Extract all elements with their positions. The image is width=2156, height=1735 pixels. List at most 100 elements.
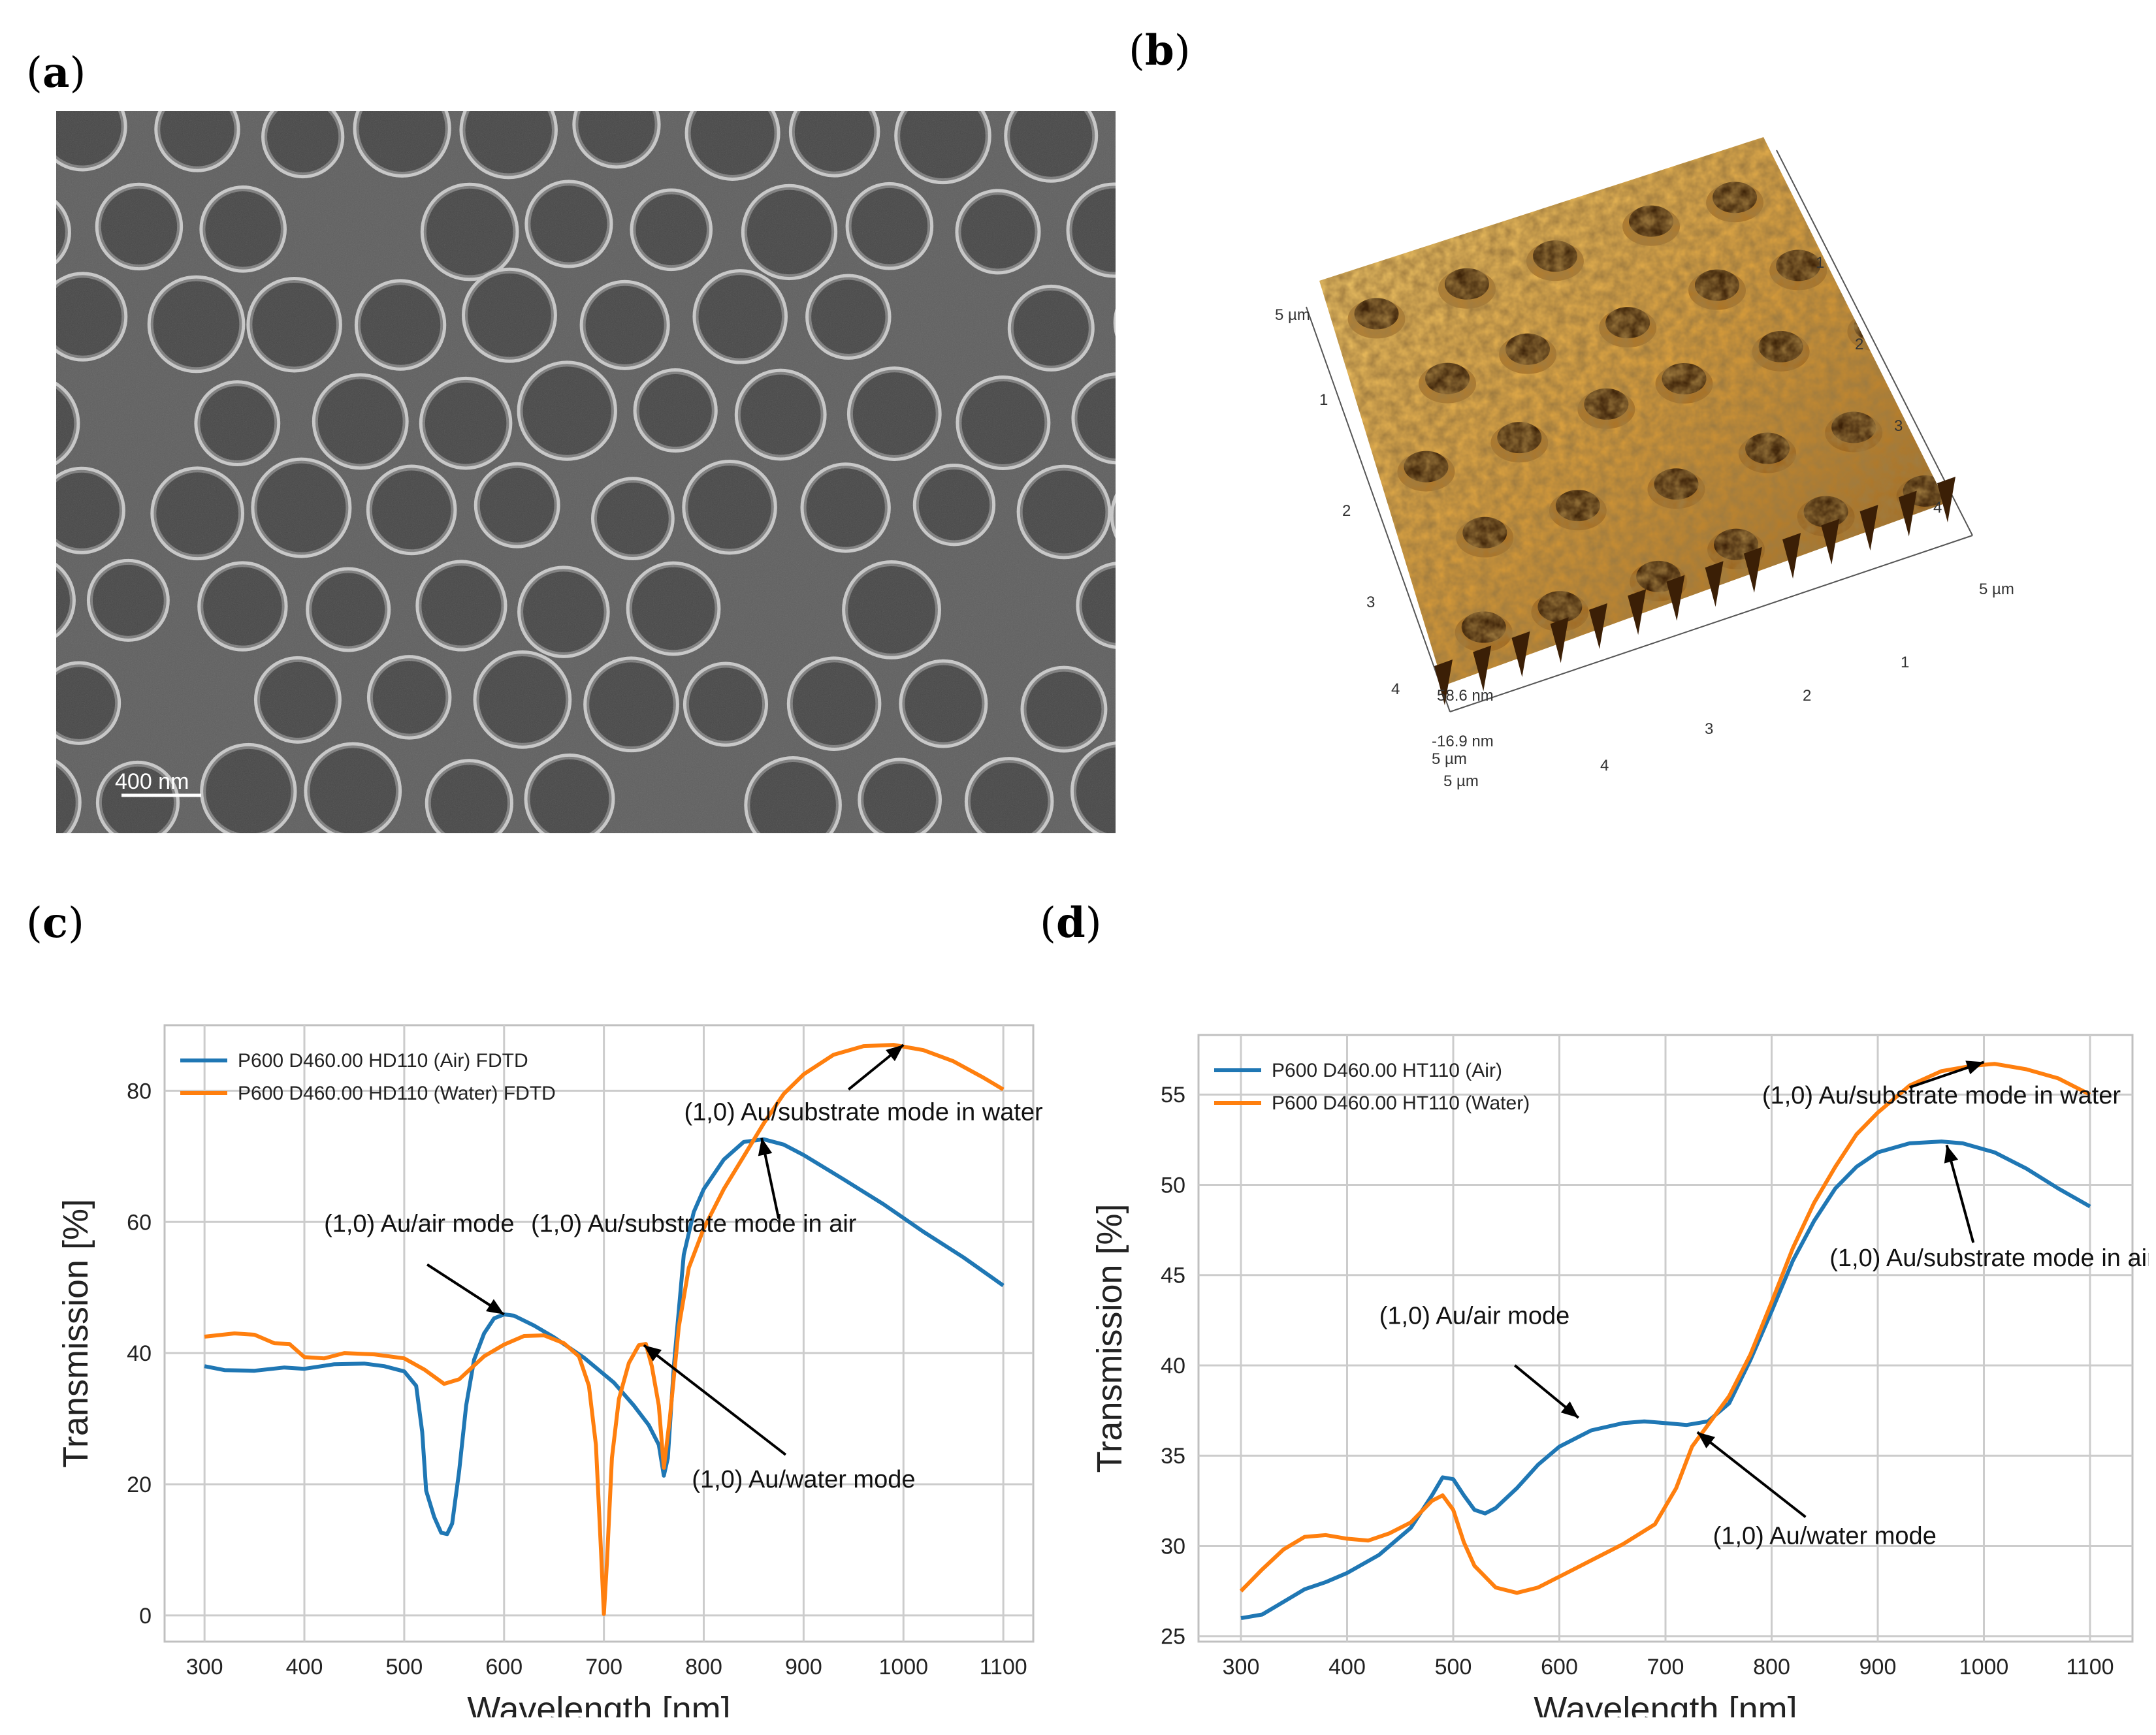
annotation-arrow-head	[486, 1299, 504, 1314]
afm-pit	[1517, 688, 1561, 720]
y-tick-label: 30	[1161, 1534, 1185, 1559]
afm-left-tick-1: 1	[1319, 391, 1328, 409]
x-tick-label: 800	[685, 1655, 722, 1679]
afm-pit	[1705, 628, 1750, 660]
sem-micrograph: 400 nm	[56, 111, 1116, 833]
afm-image: 5 µm 1 2 3 4 5 µm 1 2 3 4 1 2 3 4 5 µm 5…	[1275, 137, 2014, 790]
x-tick-label: 700	[1647, 1655, 1684, 1679]
annotation-label: (1,0) Au/air mode	[1379, 1302, 1569, 1329]
sem-grain	[56, 111, 1116, 833]
afm-bottom-tick-2: 2	[1803, 687, 1811, 705]
annotation-label: (1,0) Au/substrate mode in air	[1829, 1245, 2149, 1272]
grid-d	[1199, 1035, 2132, 1642]
afm-pit-shadow	[1613, 656, 1671, 686]
panel-letter-d: d	[1055, 899, 1086, 947]
annotation-arrow-head	[1944, 1145, 1959, 1164]
afm-pit-shadow	[1510, 690, 1568, 729]
afm-bottom-axis	[1449, 535, 1973, 712]
x-tick-label: 800	[1753, 1655, 1790, 1679]
afm-pit	[1918, 380, 1946, 412]
series-line-water	[204, 1043, 1005, 1616]
legend-label: P600 D460.00 HD110 (Water) FDTD	[238, 1083, 556, 1104]
annotation-arrow-shaft	[1696, 1431, 1807, 1518]
y-tick-label: 45	[1161, 1264, 1185, 1288]
x-ticks-c: 300 400 500 600 700 800 900 1000 1100	[186, 1655, 1027, 1679]
annotation-label: (1,0) Au/water mode	[692, 1466, 915, 1493]
scale-bar-label: 400 nm	[115, 769, 189, 794]
afm-spike	[1628, 589, 1647, 635]
afm-pit-shadow	[1957, 537, 2014, 576]
afm-pit-shadow	[1867, 567, 1925, 607]
x-tick-label: 500	[1435, 1655, 1472, 1679]
annotation-label: (1,0) Au/substrate mode in water	[684, 1099, 1044, 1126]
y-tick-label: 0	[139, 1604, 152, 1629]
afm-pit	[1789, 144, 1834, 176]
afm-left-top-label: 5 µm	[1275, 306, 1310, 324]
afm-right-tick-1: 1	[1816, 254, 1824, 272]
annotation-arrow-head	[1560, 1401, 1579, 1418]
y-tick-label: 80	[127, 1079, 152, 1104]
afm-pit-shadow	[1699, 629, 1757, 669]
y-ticks-d: 25 30 35 40 45 50 55	[1161, 1083, 1185, 1649]
afm-bottom-tick-4: 4	[1600, 757, 1609, 774]
y-tick-label: 20	[127, 1472, 152, 1497]
annotations-d: (1,0) Au/air mode (1,0) Au/substrate mode…	[1379, 1060, 2149, 1550]
afm-pit-shadow	[1865, 217, 1923, 257]
panel-label-b: (b)	[1129, 26, 1191, 75]
afm-left-tick-2: 2	[1342, 502, 1351, 520]
panel-label-d: (d)	[1040, 899, 1102, 947]
chart-d: 300 400 500 600 700 800 900 1000 1100 25 30 35 40 45…	[1091, 1034, 2149, 1717]
legend-label: P600 D460.00 HT110 (Water)	[1272, 1092, 1530, 1114]
panel-letter-a: a	[42, 48, 70, 97]
y-tick-label: 35	[1161, 1444, 1185, 1469]
afm-spike	[1511, 631, 1530, 677]
y-axis-label-d: Transmission [%]	[1091, 1203, 1129, 1472]
afm-spike	[1473, 645, 1492, 692]
x-tick-label: 300	[186, 1655, 223, 1679]
afm-pit	[1785, 596, 1830, 628]
series-line-water	[1239, 1062, 2091, 1595]
x-tick-label: 300	[1223, 1655, 1260, 1679]
y-axis-label-c: Transmission [%]	[56, 1199, 95, 1468]
series-line-air	[1240, 1139, 2091, 1621]
legend-label: P600 D460.00 HT110 (Air)	[1272, 1060, 1502, 1081]
x-tick-label: 400	[286, 1655, 323, 1679]
y-tick-label: 40	[127, 1341, 152, 1366]
x-ticks-d: 300 400 500 600 700 800 900 1000 1100	[1223, 1655, 2114, 1679]
afm-surface	[1319, 137, 2014, 729]
panel-letter-c: c	[42, 899, 68, 947]
afm-pit	[1871, 216, 1916, 248]
afm-left-tick-3: 3	[1366, 594, 1375, 611]
afm-z-min-label: -16.9 nm	[1432, 733, 1494, 750]
afm-bottom-end-label: 5 µm	[1443, 772, 1479, 790]
afm-spike	[1937, 477, 1955, 522]
annotation-label: (1,0) Au/substrate mode in air	[531, 1210, 857, 1237]
panel-letter-b: b	[1144, 26, 1174, 75]
x-tick-label: 400	[1328, 1655, 1366, 1679]
afm-right-tick-3: 3	[1894, 417, 1903, 435]
x-axis-label-c: Wavelength [nm]	[467, 1690, 730, 1717]
afm-spikes	[1434, 477, 1955, 705]
afm-left-tick-4: 4	[1391, 680, 1400, 698]
annotation-arrow-head	[886, 1045, 904, 1062]
afm-spike	[1782, 533, 1801, 579]
annotation-label: (1,0) Au/air mode	[324, 1210, 514, 1237]
afm-z-max-label: 58.6 nm	[1437, 687, 1494, 705]
x-tick-label: 1000	[1959, 1655, 2009, 1679]
afm-spike	[1821, 518, 1840, 565]
y-tick-label: 40	[1161, 1354, 1185, 1378]
legend-label: P600 D460.00 HD110 (Air) FDTD	[238, 1050, 528, 1072]
y-tick-label: 25	[1161, 1625, 1185, 1649]
annotations-c: (1,0) Au/air mode (1,0) Au/substrate mode…	[324, 1043, 1044, 1493]
x-tick-label: 1100	[2066, 1655, 2114, 1679]
x-tick-label: 700	[585, 1655, 622, 1679]
x-tick-label: 600	[1541, 1655, 1578, 1679]
legend-d: P600 D460.00 HT110 (Air) P600 D460.00 HT1…	[1214, 1060, 1530, 1114]
x-tick-label: 900	[785, 1655, 822, 1679]
afm-pit-shadow	[1911, 381, 1946, 421]
panel-label-a: (a)	[26, 48, 86, 97]
annotation-arrow-head	[758, 1138, 773, 1156]
afm-spike	[1588, 603, 1607, 649]
afm-spike	[1859, 505, 1878, 551]
afm-spike	[1550, 617, 1569, 663]
